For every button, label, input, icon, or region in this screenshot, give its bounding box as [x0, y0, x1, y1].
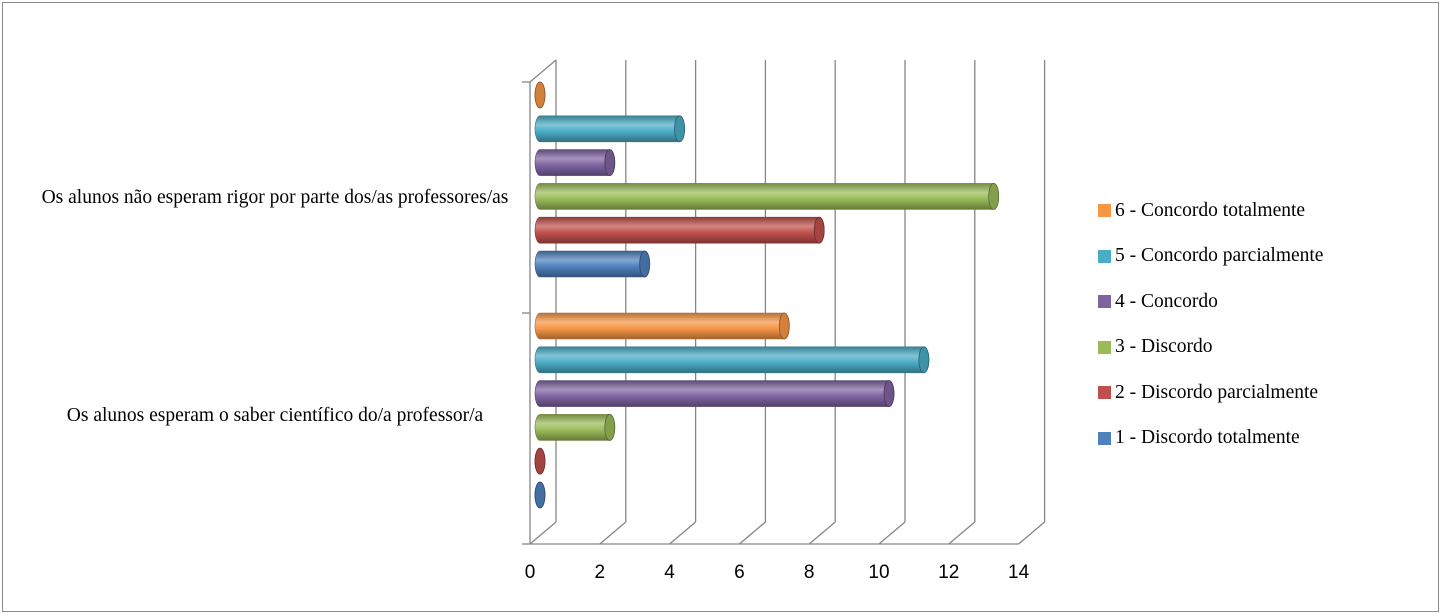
bar-body	[534, 149, 616, 176]
legend-swatch	[1098, 431, 1111, 445]
bar-cap	[778, 312, 790, 340]
bar-body	[534, 346, 930, 374]
floor-gridline	[669, 521, 697, 545]
legend-swatch	[1098, 249, 1111, 263]
legend-swatch	[1098, 340, 1111, 354]
legend-item: 6 - Concordo totalmente	[1098, 188, 1323, 234]
bar	[534, 346, 930, 374]
bar-body	[534, 115, 685, 143]
bar	[534, 312, 790, 340]
bar-cap	[674, 115, 685, 143]
bar	[534, 447, 546, 475]
x-tick-label: 12	[938, 562, 959, 583]
bar	[534, 182, 1000, 210]
floor-gridline	[1018, 521, 1046, 545]
x-tick-label: 2	[595, 562, 606, 583]
bar-body	[534, 183, 999, 210]
legend-swatch	[1098, 295, 1111, 309]
x-tick-label: 6	[734, 562, 745, 583]
legend-item: 5 - Concordo parcialmente	[1098, 234, 1323, 280]
bar-body	[534, 216, 825, 244]
legend-label: 4 - Concordo	[1115, 290, 1218, 312]
bar	[534, 81, 546, 109]
bar-cap	[918, 346, 930, 374]
floor-gridline	[948, 521, 976, 545]
x-tick-label: 4	[664, 562, 675, 583]
bar	[534, 481, 546, 509]
bar	[534, 115, 685, 143]
floor-gridline	[808, 521, 836, 545]
floor-gridline	[529, 521, 557, 545]
bar	[534, 216, 825, 244]
x-tick-label: 14	[1008, 562, 1030, 583]
legend-label: 3 - Discordo	[1115, 336, 1213, 358]
chart-legend: 6 - Concordo totalmente 5 - Concordo parc…	[1098, 188, 1323, 461]
bar-cap	[639, 250, 651, 278]
legend-item: 1 - Discordo totalmente	[1098, 416, 1323, 462]
bar-body	[534, 312, 790, 340]
bar-cap	[813, 216, 825, 244]
bar	[534, 250, 651, 278]
legend-label: 6 - Concordo totalmente	[1115, 199, 1306, 221]
floor-gridline	[878, 521, 906, 545]
bar	[534, 380, 895, 408]
bar-cap	[534, 481, 546, 509]
x-tick-label: 8	[804, 562, 815, 583]
category-label-rigor: Os alunos não esperam rigor por parte do…	[41, 187, 509, 208]
floor-gridline	[599, 521, 627, 545]
x-tick-label: 10	[868, 562, 889, 583]
bar-body	[534, 380, 895, 407]
legend-item: 4 - Concordo	[1098, 279, 1323, 325]
legend-swatch	[1098, 204, 1111, 218]
bar-cap	[604, 413, 616, 441]
legend-label: 1 - Discordo totalmente	[1115, 427, 1300, 449]
bar-cap	[604, 149, 616, 177]
category-label-saber: Os alunos esperam o saber científico do/…	[66, 405, 484, 426]
legend-swatch	[1098, 386, 1111, 400]
bar-body	[534, 250, 650, 278]
bar	[534, 149, 616, 177]
wall-top-edge	[529, 59, 557, 83]
legend-item: 2 - Discordo parcialmente	[1098, 370, 1323, 416]
bar-body	[534, 414, 616, 441]
bar-cap	[534, 81, 546, 109]
bar-cap	[988, 182, 1000, 210]
legend-label: 5 - Concordo parcialmente	[1115, 245, 1324, 267]
floor-gridline	[738, 521, 766, 545]
x-tick-label: 0	[525, 562, 536, 583]
legend-label: 2 - Discordo parcialmente	[1115, 381, 1319, 403]
bar	[534, 413, 616, 441]
bar-cap	[883, 380, 895, 408]
legend-item: 3 - Discordo	[1098, 325, 1323, 371]
bar-cap	[534, 447, 546, 475]
